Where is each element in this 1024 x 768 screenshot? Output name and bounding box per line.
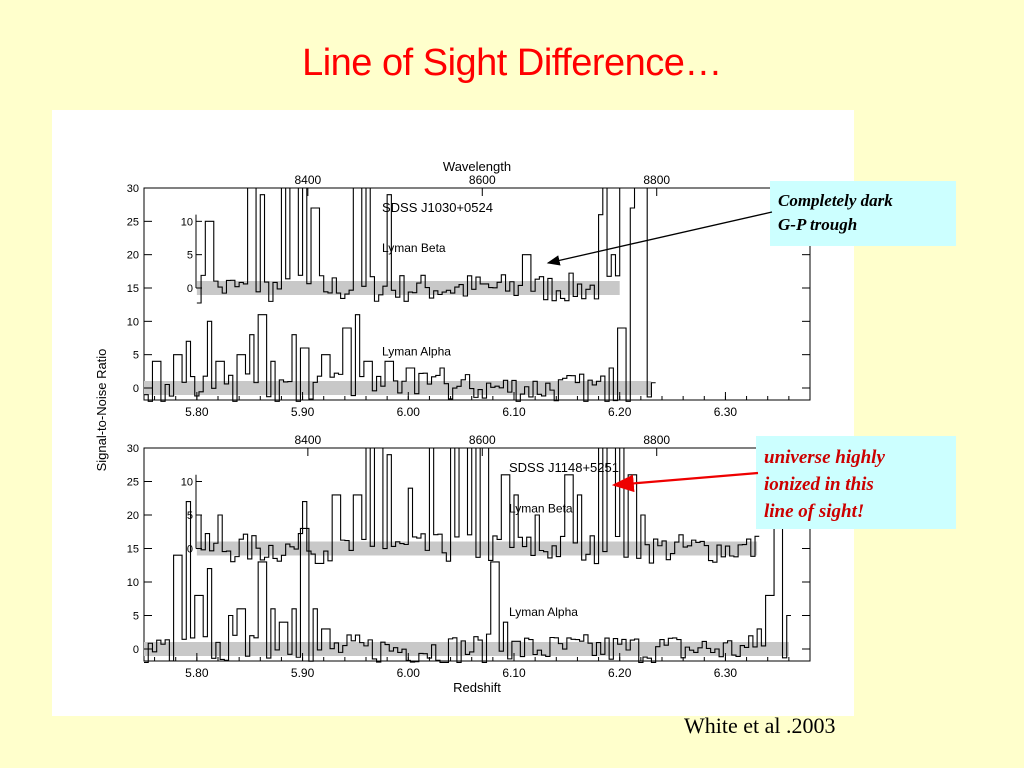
panel2-ytick-label-30: 30 <box>127 443 139 455</box>
panel1-ytick-label-25: 25 <box>127 216 139 228</box>
spectra-chart: 0 5 10 15 20 25 30 0 5 10 5.80 5.90 6.00 6.10 6.20 6.30… <box>94 159 811 695</box>
panel1-top-label-8800: 8800 <box>643 173 670 187</box>
arrow-to-lyman-beta <box>611 471 759 493</box>
panel1-xtick-label-6.10: 6.10 <box>502 405 526 419</box>
panel2-ytick-label-0: 0 <box>133 644 139 656</box>
panel2-xtick-label-6.00: 6.00 <box>397 666 421 680</box>
panel2-xtick-label-6.30: 6.30 <box>714 666 738 680</box>
slide-title: Line of Sight Difference… <box>302 42 722 84</box>
panel2-xlabel: Redshift <box>453 680 501 695</box>
callout-dark-line-2: G-P trough <box>778 215 858 234</box>
panel1-series-label-alpha: Lyman Alpha <box>382 344 451 358</box>
panel1-inner-ytick-label-0: 0 <box>187 283 193 295</box>
panel2-ytick-label-10: 10 <box>127 577 139 589</box>
panel1-ytick-label-10: 10 <box>127 316 139 328</box>
callout-ionized-line-2: ionized in this <box>764 474 874 495</box>
panel2-object-label: SDSS J1148+5251 <box>509 460 619 475</box>
panel2-series-label-alpha: Lyman Alpha <box>509 605 578 619</box>
panel1-xtick-label-6.20: 6.20 <box>608 405 632 419</box>
panel2-xtick-label-6.20: 6.20 <box>608 666 632 680</box>
panel1-inner-ytick-label-5: 5 <box>187 250 193 262</box>
panel1-ytick-label-30: 30 <box>127 183 139 195</box>
panel2-inner-ytick-label-10: 10 <box>181 477 193 489</box>
panel1-ytick-label-15: 15 <box>127 283 139 295</box>
callout-dark-line-1: Completely dark <box>778 191 893 210</box>
panel2-series-label-beta: Lyman Beta <box>509 501 573 515</box>
arrow-to-dark-trough <box>546 211 773 266</box>
panel1-ytick-label-5: 5 <box>133 350 139 362</box>
panel2-ytick-label-5: 5 <box>133 611 139 623</box>
panel1-series-label-beta: Lyman Beta <box>382 241 446 255</box>
panel2-xtick-label-5.90: 5.90 <box>291 666 315 680</box>
panel1-top-label-8600: 8600 <box>469 173 496 187</box>
panel1-ytick-label-20: 20 <box>127 250 139 262</box>
panel1-trace-lyman-alpha <box>144 187 656 402</box>
callout-ionized-line-3: line of sight! <box>764 501 865 522</box>
panel1-xtick-label-5.90: 5.90 <box>291 405 315 419</box>
panel1-xtick-label-6.30: 6.30 <box>714 405 738 419</box>
panel2-top-label-8800: 8800 <box>643 433 670 447</box>
panel1-top-axis-label: Wavelength <box>443 159 511 174</box>
panel2-band-alpha <box>144 642 789 656</box>
spectra-figure: 0 5 10 15 20 25 30 0 5 10 5.80 5.90 6.00 6.10 6.20 6.30… <box>52 110 854 716</box>
panel1-inner-ytick-label-10: 10 <box>181 216 193 228</box>
panel2-inner-ytick-label-0: 0 <box>187 544 193 556</box>
panel2-ytick-label-20: 20 <box>127 510 139 522</box>
callout-ionized-line-1: universe highly <box>764 447 885 468</box>
panel1-frame <box>143 187 811 401</box>
panel2-trace-lyman-beta <box>196 447 760 565</box>
panel2-ytick-label-15: 15 <box>127 544 139 556</box>
panel1-top-label-8400: 8400 <box>295 173 322 187</box>
y-axis-label: Signal-to-Noise Ratio <box>94 349 109 472</box>
callout-dark-trough: Completely dark G-P trough <box>770 181 956 246</box>
panel2-ytick-label-25: 25 <box>127 477 139 489</box>
panel2-top-label-8600: 8600 <box>469 433 496 447</box>
panel2-top-label-8400: 8400 <box>295 433 322 447</box>
panel1-object-label: SDSS J1030+0524 <box>382 200 493 215</box>
panel2-trace-lyman-alpha <box>144 447 791 663</box>
citation: White et al .2003 <box>684 713 836 738</box>
panel2-inner-ytick-label-5: 5 <box>187 510 193 522</box>
callout-ionized: universe highly ionized in this line of … <box>756 436 956 529</box>
panel1-ytick-label-0: 0 <box>133 383 139 395</box>
panel2-xtick-label-5.80: 5.80 <box>185 666 209 680</box>
panel2-frame <box>143 447 811 662</box>
panel2-band-beta <box>196 541 758 556</box>
panel1-xtick-label-6.00: 6.00 <box>397 405 421 419</box>
panel1-xtick-label-5.80: 5.80 <box>185 405 209 419</box>
panel2-xtick-label-6.10: 6.10 <box>502 666 526 680</box>
panel1-trace-lyman-beta <box>196 187 624 304</box>
